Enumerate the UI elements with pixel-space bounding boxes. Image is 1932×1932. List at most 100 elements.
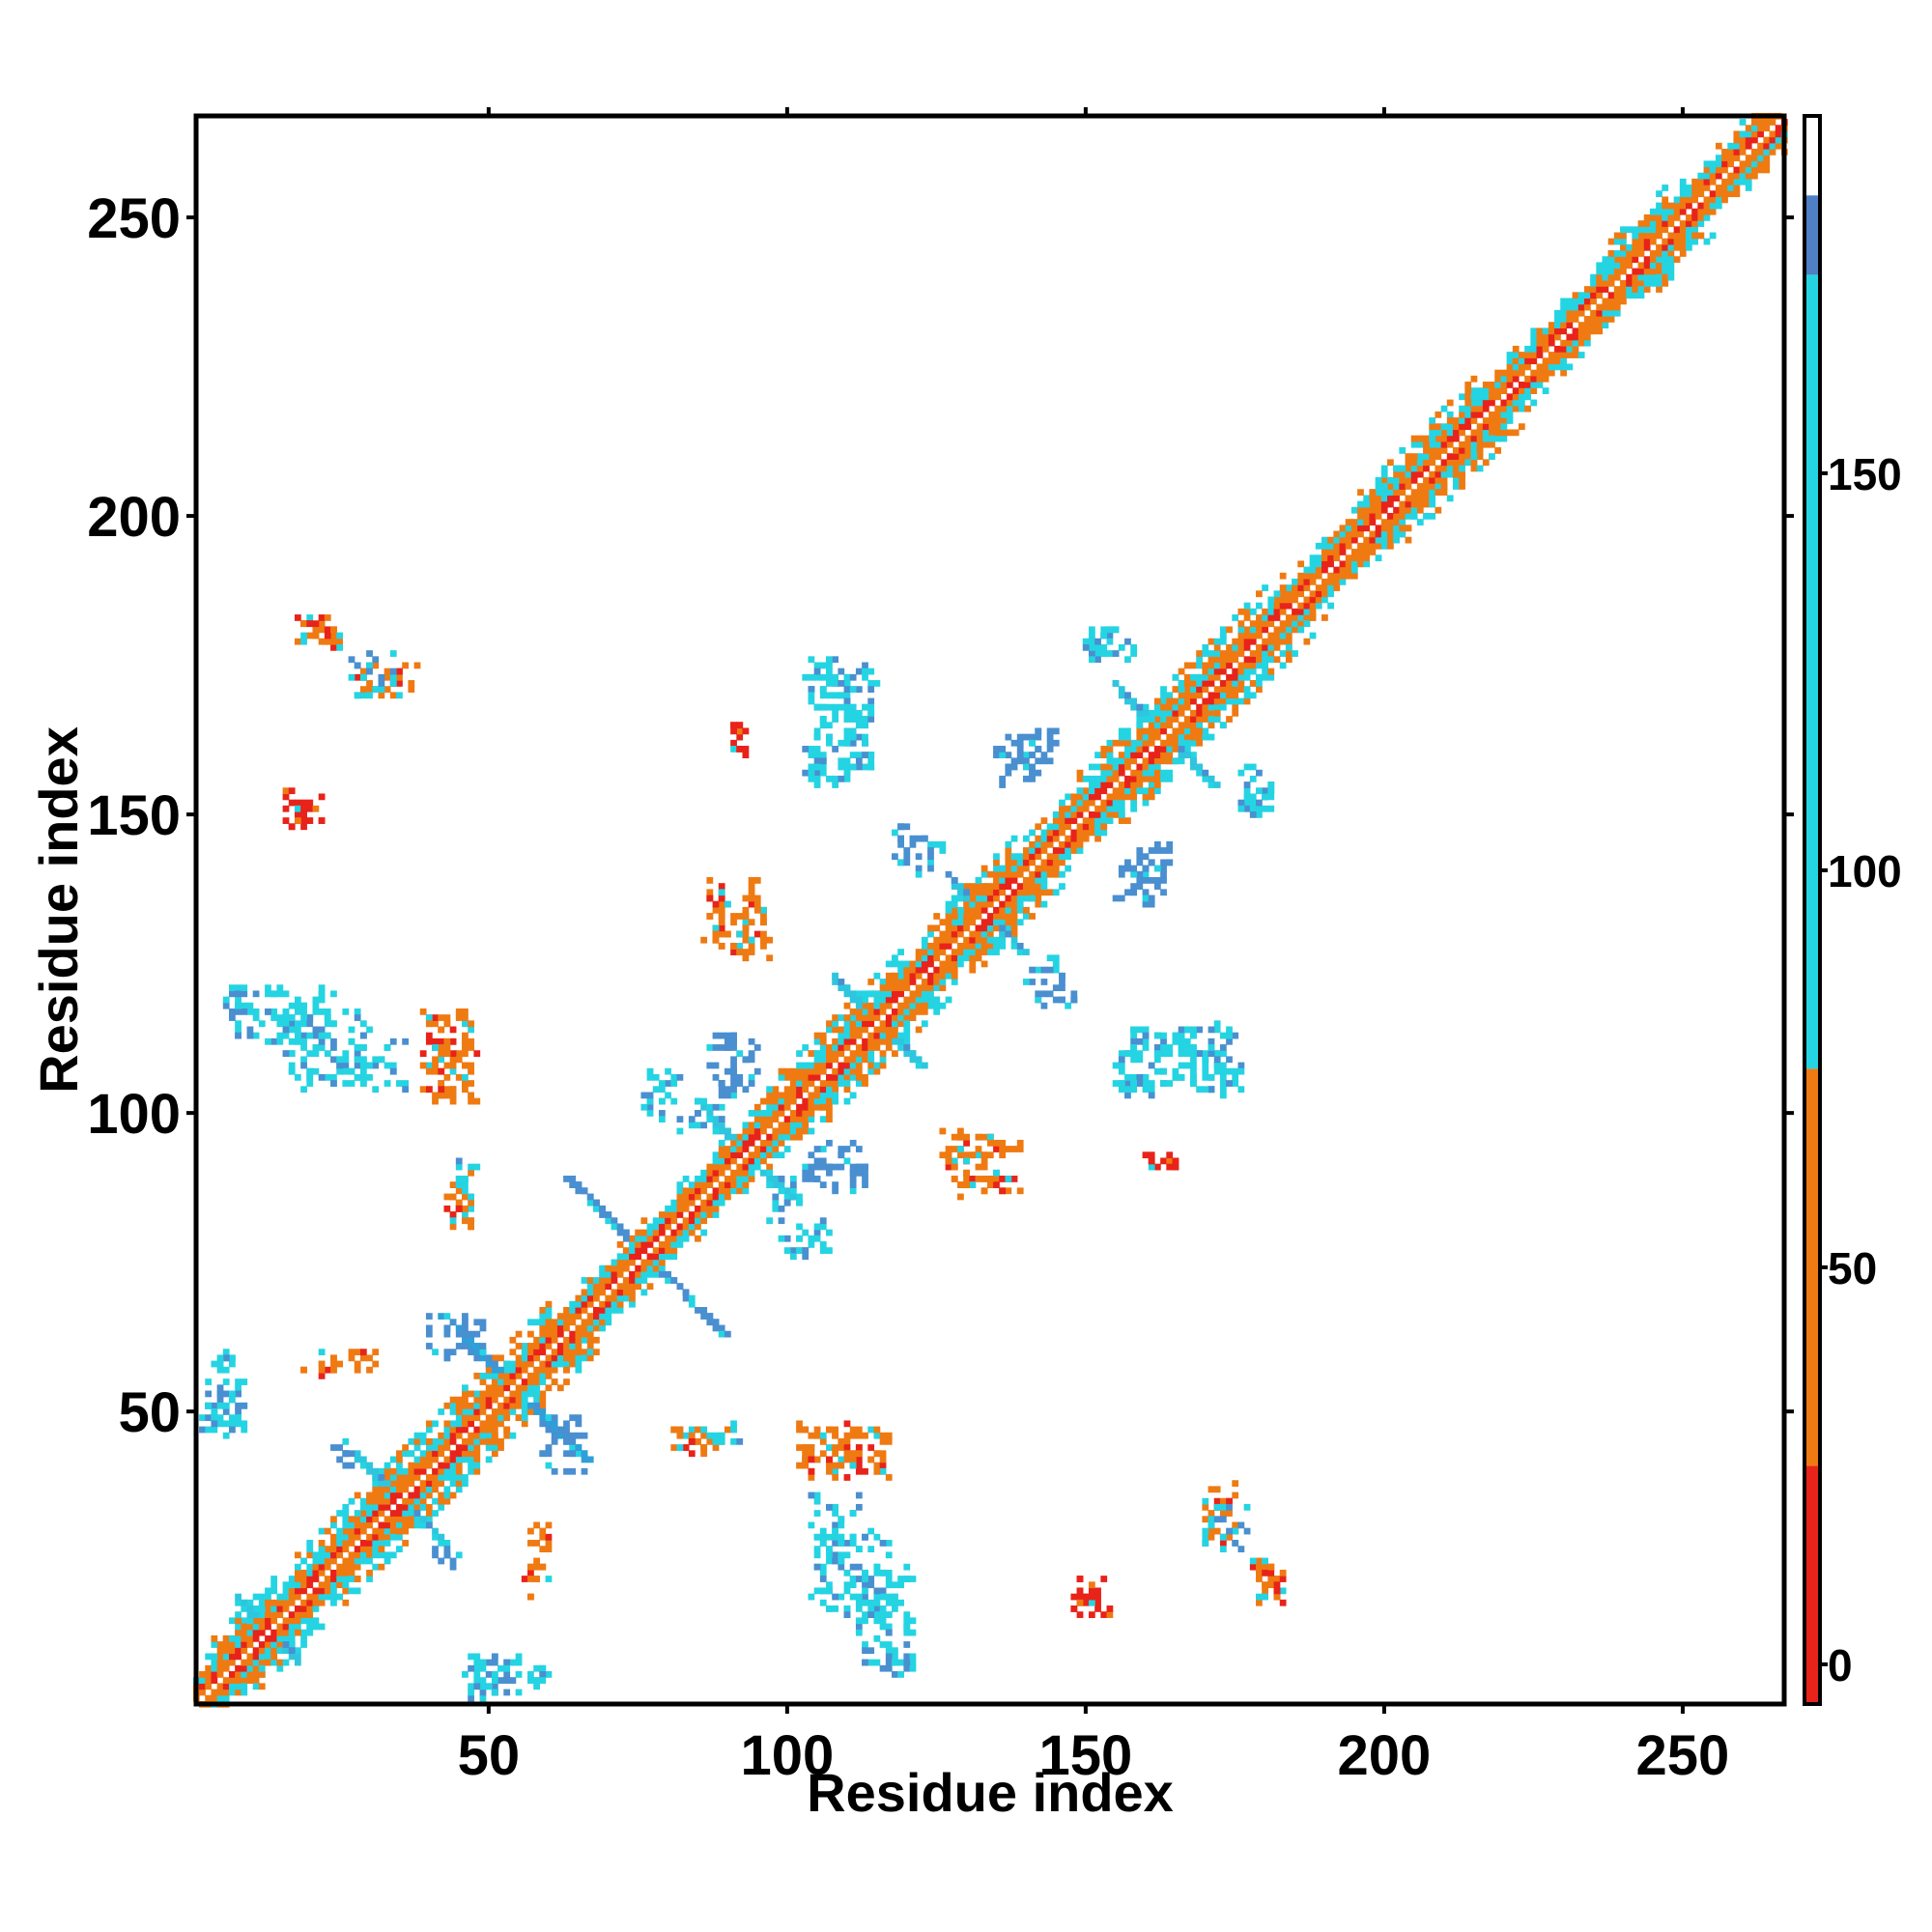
diagonal-cell <box>969 942 977 950</box>
diagonal-cell <box>1339 536 1347 544</box>
diagonal-cell <box>228 1683 236 1690</box>
diagonal-cell <box>455 1420 463 1428</box>
diagonal-cell <box>796 1110 803 1117</box>
diagonal-cell <box>1029 840 1036 848</box>
diagonal-cell <box>569 1300 577 1308</box>
contact-cell <box>342 1080 350 1087</box>
diagonal-cell <box>1297 572 1305 580</box>
contact-cell <box>318 638 326 645</box>
diagonal-cell <box>402 1510 410 1517</box>
diagonal-cell <box>1196 673 1204 681</box>
diagonal-cell <box>1691 213 1698 221</box>
diagonal-cell <box>521 1390 528 1398</box>
helix-cell <box>419 1432 427 1439</box>
diagonal-cell <box>1321 536 1328 544</box>
contact-cell <box>455 1551 463 1559</box>
helix-cell <box>384 1462 391 1469</box>
diagonal-cell <box>706 1205 714 1212</box>
diagonal-cell <box>551 1319 558 1326</box>
contact-cell <box>455 1187 463 1195</box>
diagonal-cell <box>897 966 904 974</box>
helix-cell <box>1470 375 1478 383</box>
diagonal-cell <box>1459 453 1465 460</box>
contact-cell <box>462 1037 469 1045</box>
diagonal-cell <box>1691 185 1698 191</box>
diagonal-cell <box>318 1587 326 1595</box>
diagonal-cell <box>975 924 982 932</box>
contact-cell <box>813 1235 821 1242</box>
diagonal-cell <box>318 1593 326 1601</box>
diagonal-cell <box>252 1634 260 1642</box>
diagonal-cell <box>718 1146 725 1152</box>
helix-cell <box>778 1073 785 1081</box>
diagonal-cell <box>276 1611 284 1618</box>
diagonal-cell <box>438 1437 445 1445</box>
diagonal-cell <box>288 1576 296 1582</box>
helix-cell <box>1029 895 1036 902</box>
helix-cell <box>862 1080 868 1087</box>
diagonal-cell <box>1369 513 1377 520</box>
diagonal-cell <box>1016 906 1024 914</box>
diagonal-cell <box>1118 769 1125 777</box>
diagonal-cell <box>468 1414 474 1422</box>
diagonal-cell <box>993 883 1000 890</box>
diagonal-cell <box>1046 823 1054 831</box>
contact-cell <box>1183 1062 1191 1069</box>
helix-cell <box>1399 525 1406 532</box>
contact-cell <box>235 1020 242 1028</box>
diagonal-cell <box>742 1181 750 1188</box>
diagonal-cell <box>384 1533 391 1541</box>
diagonal-cell <box>479 1432 487 1439</box>
helix-cell <box>1010 853 1018 861</box>
diagonal-cell <box>1166 752 1174 758</box>
contact-cell <box>778 1176 785 1182</box>
diagonal-cell <box>372 1551 380 1559</box>
helix-cell <box>1208 650 1215 657</box>
diagonal-cell <box>748 1157 755 1165</box>
diagonal-cell <box>384 1521 391 1529</box>
diagonal-cell <box>1380 536 1388 544</box>
diagonal-cell <box>730 1181 737 1188</box>
diagonal-cell <box>288 1629 296 1636</box>
contact-cell <box>1005 1146 1012 1152</box>
helix-cell <box>1106 757 1114 765</box>
diagonal-cell <box>1202 697 1209 705</box>
helix-cell <box>389 1474 397 1481</box>
diagonal-cell <box>855 1062 863 1069</box>
helix-cell <box>1416 440 1424 448</box>
diagonal-cell <box>1613 292 1621 299</box>
diagonal-cell <box>575 1313 582 1320</box>
diagonal-cell <box>1088 817 1095 824</box>
cross-cell <box>527 1402 534 1409</box>
diagonal-cell <box>1709 190 1717 198</box>
diagonal-cell <box>1065 853 1072 861</box>
contact-cell <box>432 1097 439 1105</box>
diagonal-cell <box>1166 716 1174 723</box>
diagonal-cell <box>1429 440 1436 448</box>
helix-cell <box>432 1420 439 1428</box>
contact-cell <box>832 1474 838 1481</box>
contact-cell <box>449 1026 457 1034</box>
diagonal-cell <box>753 1127 761 1135</box>
helix-cell <box>468 1390 474 1398</box>
contact-cell <box>885 1474 893 1481</box>
contact-cell <box>503 1689 511 1696</box>
diagonal-cell <box>1219 668 1227 675</box>
diagonal-cell <box>348 1551 355 1559</box>
helix-cell <box>438 1408 445 1415</box>
contact-cell <box>1178 1062 1185 1069</box>
diagonal-cell <box>1142 727 1150 735</box>
contact-cell <box>862 1611 868 1618</box>
helix-cell <box>1040 883 1048 890</box>
contact-cell <box>389 1062 397 1069</box>
helix-cell <box>1118 805 1125 812</box>
helix-cell <box>372 1480 380 1488</box>
diagonal-cell <box>933 936 941 944</box>
diagonal-cell <box>1416 459 1424 467</box>
diagonal-cell <box>270 1605 278 1612</box>
diagonal-cell <box>646 1235 654 1242</box>
contact-cell <box>802 1247 810 1254</box>
diagonal-cell <box>843 1032 851 1039</box>
diagonal-cell <box>766 1139 774 1147</box>
helix-cell <box>348 1587 355 1595</box>
